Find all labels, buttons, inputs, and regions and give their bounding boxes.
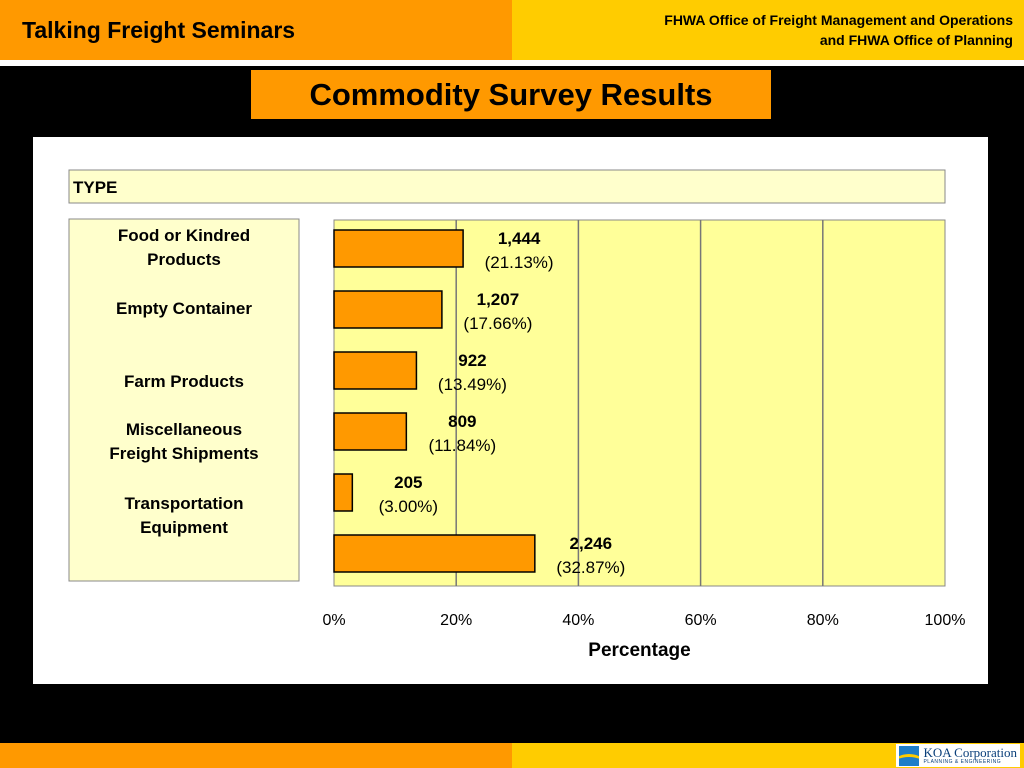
footer-left-bar [0,743,512,768]
bar-percent-label: (3.00%) [379,497,439,516]
category-label: Equipment [140,518,228,537]
bar-count-label: 1,444 [498,229,541,248]
bar-percent-label: (17.66%) [463,314,532,333]
category-label: Miscellaneous [126,420,242,439]
bar-count-label: 2,246 [570,534,613,553]
category-label: Empty Container [116,299,252,318]
bar [333,473,354,512]
seminar-title: Talking Freight Seminars [22,16,296,43]
bar-count-label: 205 [394,473,422,492]
bar [333,412,408,451]
bar-percent-label: (13.49%) [438,375,507,394]
header-separator [0,60,1024,66]
logo-subtitle: PLANNING & ENGINEERING [923,759,1002,765]
category-label: Food or Kindred [118,226,250,245]
category-label: Transportation [124,494,243,513]
x-tick-label: 0% [322,612,345,629]
header-left: Talking Freight Seminars [0,0,512,60]
group-label-box [68,169,946,204]
x-tick-label: 80% [807,612,839,629]
bar-percent-label: (11.84%) [428,436,496,455]
logo-name: KOA Corporation [923,745,1017,760]
bar-count-label: 809 [448,412,476,431]
category-box [68,218,300,582]
bar-count-label: 1,207 [477,290,520,309]
slide-title-box: Commodity Survey Results [251,70,771,119]
bar [333,290,443,329]
office-line-2: and FHWA Office of Planning [819,32,1013,48]
bar-percent-label: (21.13%) [485,253,554,272]
bar [333,229,464,268]
bar-count-label: 922 [458,351,486,370]
x-tick-label: 20% [440,612,472,629]
x-tick-label: 40% [562,612,594,629]
category-label: Freight Shipments [109,444,258,463]
group-label: TYPE [73,178,117,197]
x-tick-label: 100% [925,612,966,629]
bar [333,534,536,573]
category-label: Products [147,250,221,269]
plot-area [333,219,946,587]
bar-percent-label: (32.87%) [556,558,625,577]
koa-logo: KOA Corporation PLANNING & ENGINEERING [896,744,1020,767]
office-line-1: FHWA Office of Freight Management and Op… [664,12,1013,28]
x-tick-label: 60% [685,612,717,629]
x-axis-label: Percentage [588,640,690,661]
footer-right-bar: KOA Corporation PLANNING & ENGINEERING [512,743,1024,768]
slide-title: Commodity Survey Results [309,76,713,112]
header-right: FHWA Office of Freight Management and Op… [512,0,1024,60]
chart-panel: TYPE 0% 20% 40% 60% 80% 100% Percentage 1,444 (21… [33,137,988,684]
category-label: Farm Products [124,372,244,391]
commodity-chart: TYPE 0% 20% 40% 60% 80% 100% Percentage 1,444 (21… [68,169,966,661]
bar [333,351,418,390]
koa-logo-icon [899,745,920,766]
